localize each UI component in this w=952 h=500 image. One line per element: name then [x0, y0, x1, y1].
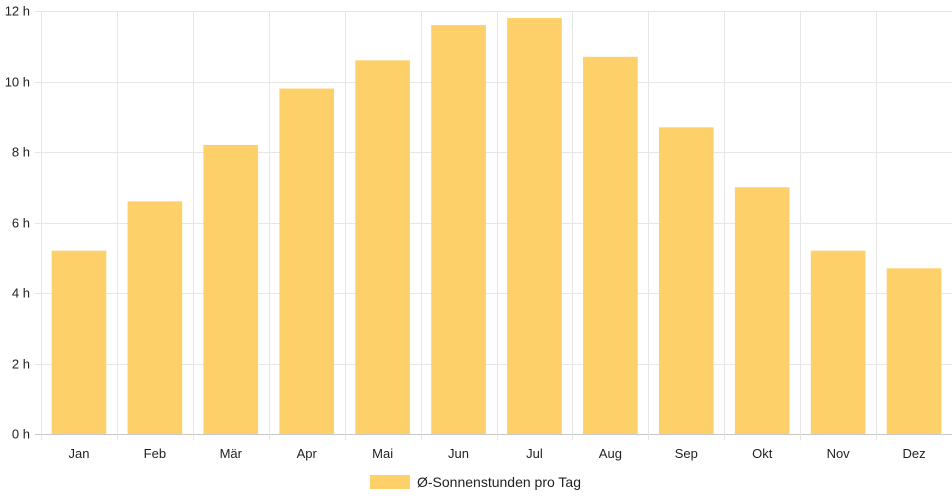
- x-tick-label: Mai: [372, 446, 393, 461]
- axes: 0 h 2 h 4 h 6 h 8 h 10 h 12 h Jan Feb Mär Apr Mai Ju…: [5, 4, 926, 462]
- y-tick-label: 0 h: [12, 427, 30, 442]
- x-tick-label: Jul: [526, 446, 543, 461]
- bars: [51, 18, 942, 435]
- y-tick-label: 6 h: [12, 216, 30, 231]
- legend[interactable]: Ø-Sonnenstunden pro Tag: [370, 474, 581, 490]
- bar-dez[interactable]: [886, 268, 942, 434]
- x-tick-label: Mär: [220, 446, 243, 461]
- x-tick-label: Apr: [297, 446, 318, 461]
- legend-label[interactable]: Ø-Sonnenstunden pro Tag: [417, 474, 581, 490]
- x-tick-label: Sep: [675, 446, 698, 461]
- bar-jul[interactable]: [507, 18, 562, 435]
- bar-apr[interactable]: [279, 88, 335, 435]
- x-tick-label: Dez: [902, 446, 925, 461]
- bar-okt[interactable]: [734, 187, 790, 434]
- bar-nov[interactable]: [810, 250, 866, 434]
- legend-swatch[interactable]: [370, 475, 410, 489]
- bar-mär[interactable]: [203, 144, 259, 434]
- x-tick-label: Jan: [68, 446, 89, 461]
- bar-feb[interactable]: [127, 201, 183, 434]
- y-tick-label: 10 h: [5, 75, 30, 90]
- x-tick-label: Nov: [827, 446, 851, 461]
- x-tick-label: Feb: [144, 446, 166, 461]
- x-tick-label: Jun: [448, 446, 469, 461]
- bar-mai[interactable]: [355, 60, 410, 434]
- y-tick-label: 8 h: [12, 145, 30, 160]
- bar-jun[interactable]: [431, 25, 486, 434]
- bar-jan[interactable]: [51, 250, 107, 434]
- y-tick-label: 4 h: [12, 286, 30, 301]
- x-tick-label: Okt: [752, 446, 773, 461]
- x-tick-label: Aug: [599, 446, 622, 461]
- bar-sep[interactable]: [658, 127, 714, 434]
- y-tick-label: 2 h: [12, 357, 30, 372]
- y-tick-label: 12 h: [5, 4, 30, 19]
- bar-aug[interactable]: [583, 56, 638, 434]
- grid-lines: [35, 11, 952, 440]
